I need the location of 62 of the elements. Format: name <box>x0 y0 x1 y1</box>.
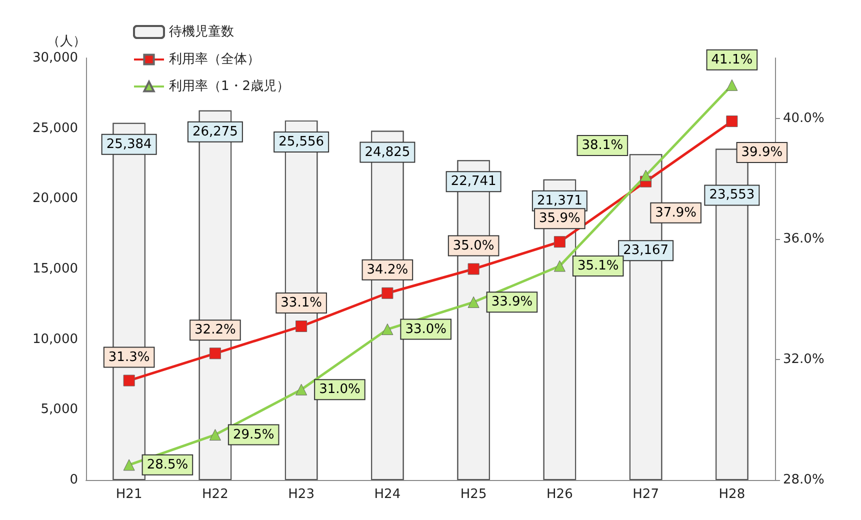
x-tick-label: H26 <box>546 487 573 502</box>
point <box>382 324 394 336</box>
y2-tick-label: 28.0% <box>783 472 824 488</box>
legend-label: 利用率（1・2歳児） <box>169 78 290 94</box>
x-tick-label: H23 <box>288 487 314 502</box>
data-label: 29.5% <box>232 427 274 442</box>
y2-tick-label: 40.0% <box>783 110 824 126</box>
data-label: 35.1% <box>577 258 619 274</box>
y-tick-label: 10,000 <box>32 332 78 347</box>
data-label: 34.2% <box>366 262 408 278</box>
x-tick-label: H27 <box>632 487 659 502</box>
data-label: 28.5% <box>146 457 188 472</box>
point <box>726 79 738 91</box>
data-label: 23,167 <box>623 243 669 258</box>
point <box>296 384 308 396</box>
y2-tick-label: 32.0% <box>783 352 824 367</box>
legend-label: 待機児童数 <box>169 24 234 40</box>
y-tick-label: 0 <box>70 472 78 488</box>
y-tick-label: 15,000 <box>32 262 78 276</box>
y-tick-label: 20,000 <box>32 191 78 206</box>
data-label: 23,553 <box>709 188 755 203</box>
data-label: 33.9% <box>491 294 533 310</box>
point <box>726 116 738 128</box>
x-tick-label: H24 <box>374 487 401 502</box>
data-label: 35.9% <box>539 211 580 226</box>
x-tick-label: H25 <box>460 487 487 502</box>
data-label: 37.9% <box>655 205 696 220</box>
data-label: 31.3% <box>108 350 150 365</box>
data-label: 35.0% <box>452 238 494 254</box>
y-tick-label: 5,000 <box>40 402 78 418</box>
point <box>209 348 221 360</box>
y-axis-title: （人） <box>47 34 86 49</box>
legend-label: 利用率（全体） <box>169 51 260 67</box>
data-label: 39.9% <box>741 145 783 160</box>
point <box>554 236 566 248</box>
y2-tick-label: 36.0% <box>783 231 824 246</box>
x-tick-label: H21 <box>116 487 142 502</box>
data-label: 32.2% <box>194 322 236 338</box>
point <box>468 263 480 275</box>
y-tick-label: 30,000 <box>32 50 78 66</box>
point <box>468 296 480 308</box>
y-tick-label: 25,000 <box>32 120 78 136</box>
data-label: 33.0% <box>405 322 446 337</box>
data-label: 26,275 <box>192 124 238 140</box>
point <box>123 459 135 471</box>
data-label: 33.1% <box>280 296 322 311</box>
x-tick-label: H28 <box>718 487 746 502</box>
data-label: 31.0% <box>319 382 360 398</box>
data-label: 25,384 <box>106 136 152 152</box>
point <box>382 287 394 299</box>
point <box>296 320 308 332</box>
point <box>640 170 652 182</box>
data-label: 41.1% <box>711 52 753 68</box>
data-label: 22,741 <box>450 174 496 190</box>
point <box>123 374 135 386</box>
data-label: 38.1% <box>582 138 624 154</box>
data-label: 21,371 <box>536 193 582 208</box>
point <box>554 260 566 272</box>
data-label: 24,825 <box>364 144 410 160</box>
data-label: 25,556 <box>278 134 324 150</box>
x-tick-label: H22 <box>202 487 228 502</box>
point <box>209 429 221 441</box>
